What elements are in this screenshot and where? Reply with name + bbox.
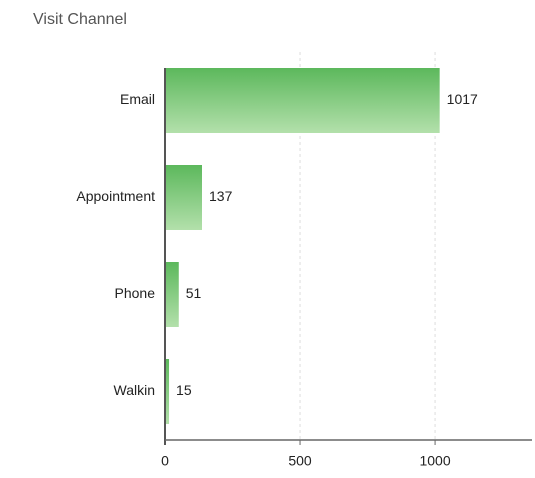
bar: [165, 68, 440, 133]
value-label: 137: [209, 188, 233, 204]
x-tick-label: 0: [161, 453, 169, 469]
value-label: 15: [176, 382, 192, 398]
y-tick-label: Phone: [115, 285, 156, 301]
y-tick-label: Walkin: [114, 382, 156, 398]
value-label: 51: [186, 285, 202, 301]
x-tick-label: 1000: [419, 453, 450, 469]
chart-title: Visit Channel: [33, 11, 127, 28]
y-tick-label: Email: [120, 91, 155, 107]
x-tick-label: 500: [288, 453, 312, 469]
bar: [165, 262, 179, 327]
bar: [165, 359, 170, 424]
y-tick-label: Appointment: [76, 188, 155, 204]
bar: [165, 165, 202, 230]
value-label: 1017: [447, 91, 478, 107]
